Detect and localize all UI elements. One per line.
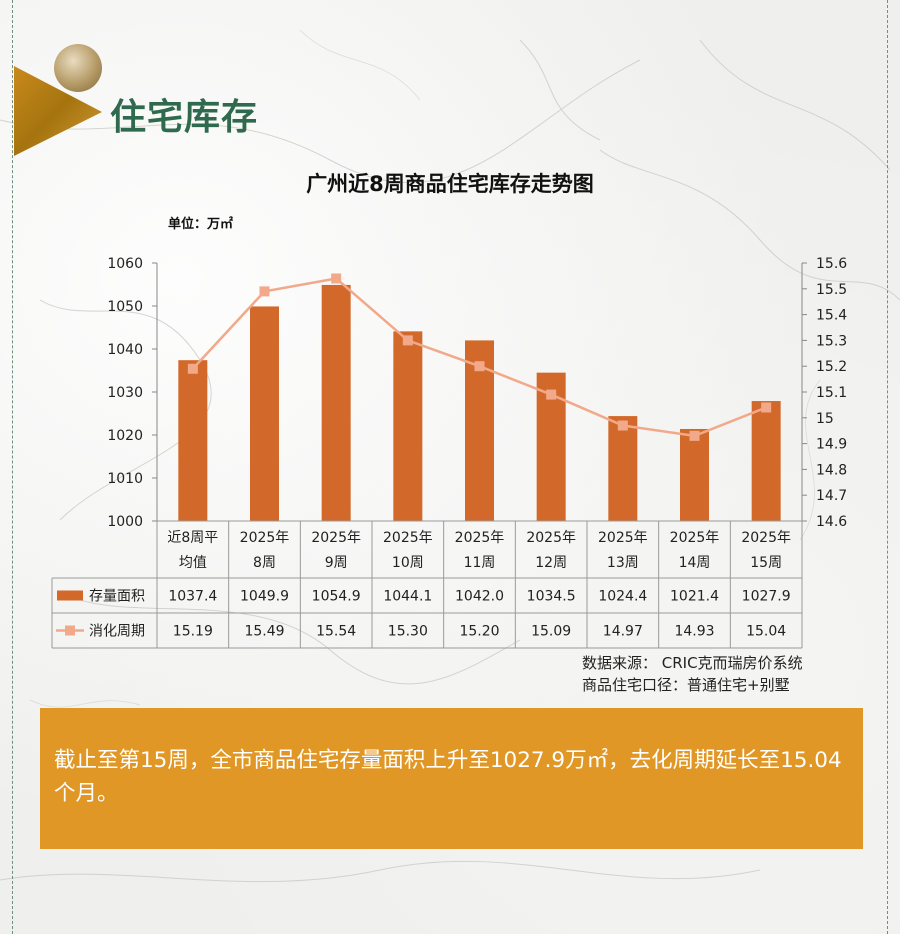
line-value-label: 15.09 xyxy=(531,624,571,640)
right-tick-label: 15.5 xyxy=(816,282,847,298)
left-tick-label: 1040 xyxy=(107,342,143,358)
bar-2 xyxy=(250,306,279,521)
bar-3 xyxy=(321,284,351,521)
summary-box: 截止至第15周，全市商品住宅存量面积上升至1027.9万㎡，去化周期延长至15.… xyxy=(40,708,863,849)
line-point-2 xyxy=(259,286,270,297)
line-value-label: 15.30 xyxy=(388,624,428,640)
category-label: 2025年 xyxy=(741,530,791,546)
line-point-5 xyxy=(474,361,485,372)
line-point-6 xyxy=(546,389,557,400)
category-label: 2025年 xyxy=(598,530,648,546)
legend-bar-label: 存量面积 xyxy=(89,589,145,605)
category-label: 12周 xyxy=(535,555,567,571)
legend-line-label: 消化周期 xyxy=(89,624,145,640)
right-tick-label: 15 xyxy=(816,411,834,427)
line-value-label: 15.49 xyxy=(244,624,284,640)
header-gold-triangle xyxy=(14,66,102,156)
right-tick-label: 14.6 xyxy=(816,514,847,530)
bar-value-label: 1049.9 xyxy=(240,589,289,605)
line-value-label: 15.04 xyxy=(746,624,786,640)
unit-label: 单位：万㎡ xyxy=(168,217,234,232)
bar-7 xyxy=(608,416,638,521)
bar-9 xyxy=(751,401,781,521)
category-label: 15周 xyxy=(750,555,782,571)
left-tick-label: 1020 xyxy=(107,428,143,444)
bar-value-label: 1042.0 xyxy=(455,589,504,605)
line-value-label: 15.20 xyxy=(459,624,499,640)
bar-value-label: 1027.9 xyxy=(742,589,791,605)
bar-value-label: 1034.5 xyxy=(527,589,576,605)
frame-right-border xyxy=(887,0,888,934)
bar-value-label: 1037.4 xyxy=(168,589,217,605)
left-tick-label: 1050 xyxy=(107,299,143,315)
bar-value-label: 1021.4 xyxy=(670,589,719,605)
right-tick-label: 14.8 xyxy=(816,462,847,478)
right-tick-label: 15.1 xyxy=(816,385,847,401)
category-label: 均值 xyxy=(179,555,207,571)
line-value-label: 14.93 xyxy=(674,624,714,640)
left-tick-label: 1000 xyxy=(107,514,143,530)
source-line-2: 商品住宅口径：普通住宅+别墅 xyxy=(582,676,790,694)
category-label: 8周 xyxy=(253,555,276,571)
left-tick-label: 1060 xyxy=(107,256,143,272)
category-label: 2025年 xyxy=(383,530,433,546)
line-point-8 xyxy=(689,430,700,441)
summary-text: 截止至第15周，全市商品住宅存量面积上升至1027.9万㎡，去化周期延长至15.… xyxy=(54,748,842,806)
right-tick-label: 15.6 xyxy=(816,256,847,272)
line-value-label: 14.97 xyxy=(603,624,643,640)
category-label: 13周 xyxy=(607,555,639,571)
line-value-label: 15.19 xyxy=(173,624,213,640)
bar-value-label: 1024.4 xyxy=(598,589,647,605)
combo-chart: 1000 1010 1020 1030 1040 1050 1060 14.6 14.7 14.8… xyxy=(51,256,847,649)
section-title: 住宅库存 xyxy=(110,97,259,138)
bar-8 xyxy=(680,428,709,521)
category-label: 2025年 xyxy=(240,530,290,546)
right-tick-label: 15.3 xyxy=(816,333,847,349)
left-tick-label: 1030 xyxy=(107,385,143,401)
category-label: 近8周平 xyxy=(167,530,218,546)
category-label: 2025年 xyxy=(311,530,361,546)
legend-line-marker xyxy=(65,625,75,636)
legend-bar-swatch xyxy=(57,590,83,601)
right-tick-label: 14.7 xyxy=(816,488,847,504)
category-label: 11周 xyxy=(464,555,496,571)
chart-title: 广州近8周商品住宅库存走势图 xyxy=(306,172,594,196)
line-point-3 xyxy=(331,273,342,284)
right-tick-label: 14.9 xyxy=(816,437,847,453)
category-label: 10周 xyxy=(392,555,424,571)
line-point-1 xyxy=(187,363,198,374)
bar-4 xyxy=(393,331,423,521)
category-label: 2025年 xyxy=(455,530,505,546)
category-label: 14周 xyxy=(679,555,711,571)
source-line-1: 数据来源： CRIC克而瑞房价系统 xyxy=(582,654,803,672)
frame-left-border xyxy=(12,0,13,934)
bar-value-label: 1044.1 xyxy=(383,589,432,605)
bar-value-label: 1054.9 xyxy=(312,589,361,605)
right-tick-label: 15.4 xyxy=(816,308,847,324)
line-point-4 xyxy=(402,335,413,346)
category-label: 2025年 xyxy=(670,530,720,546)
right-tick-label: 15.2 xyxy=(816,359,847,375)
line-point-9 xyxy=(761,402,772,413)
line-point-7 xyxy=(617,420,628,431)
line-value-label: 15.54 xyxy=(316,624,356,640)
header-gold-disc xyxy=(54,44,102,92)
category-label: 2025年 xyxy=(526,530,576,546)
left-tick-label: 1010 xyxy=(107,471,143,487)
bar-1 xyxy=(178,360,208,521)
category-label: 9周 xyxy=(325,555,348,571)
